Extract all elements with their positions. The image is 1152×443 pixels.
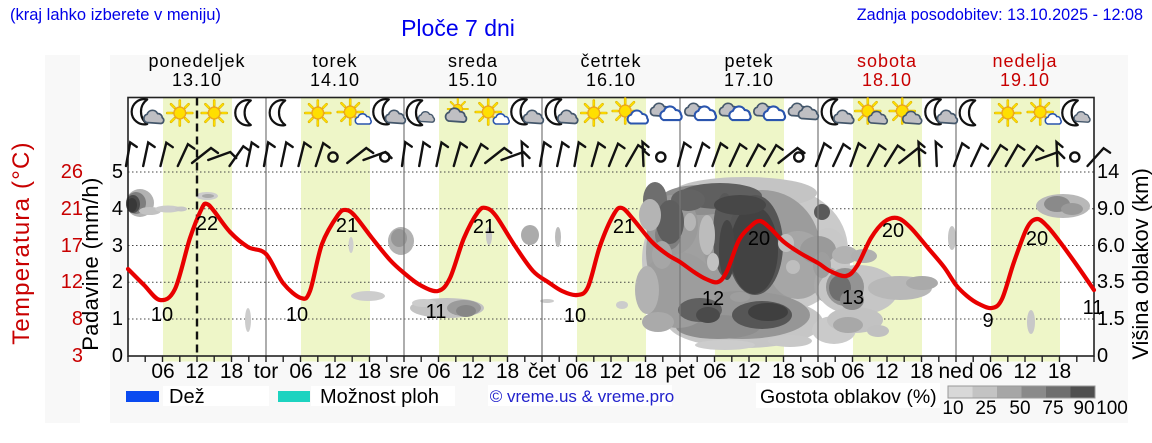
svg-text:12: 12 — [1013, 360, 1036, 383]
svg-text:18: 18 — [910, 360, 933, 383]
svg-text:11: 11 — [1083, 297, 1104, 319]
svg-text:10: 10 — [151, 304, 173, 326]
svg-text:06: 06 — [703, 360, 726, 383]
svg-text:20: 20 — [882, 220, 904, 242]
svg-text:06: 06 — [979, 360, 1002, 383]
svg-text:11: 11 — [426, 301, 447, 323]
svg-text:10: 10 — [564, 305, 586, 327]
svg-text:21: 21 — [473, 216, 495, 238]
svg-text:100: 100 — [1096, 398, 1128, 419]
svg-text:21: 21 — [336, 215, 358, 237]
svg-text:Dež: Dež — [169, 386, 205, 408]
svg-text:06: 06 — [289, 360, 312, 383]
svg-text:25: 25 — [975, 398, 996, 419]
svg-text:12: 12 — [461, 360, 484, 383]
svg-text:10: 10 — [942, 398, 963, 419]
svg-text:12: 12 — [702, 288, 724, 310]
svg-text:50: 50 — [1009, 398, 1030, 419]
svg-text:90: 90 — [1073, 398, 1094, 419]
svg-text:06: 06 — [427, 360, 450, 383]
svg-text:10: 10 — [286, 304, 308, 326]
svg-text:12: 12 — [323, 360, 346, 383]
svg-text:sre: sre — [389, 360, 418, 383]
svg-text:Gostota oblakov (%): Gostota oblakov (%) — [760, 386, 937, 408]
svg-text:12: 12 — [185, 360, 208, 383]
svg-text:ned: ned — [938, 360, 973, 383]
svg-text:06: 06 — [151, 360, 174, 383]
svg-text:12: 12 — [737, 360, 760, 383]
svg-text:tor: tor — [254, 360, 279, 383]
svg-text:06: 06 — [841, 360, 864, 383]
svg-text:18: 18 — [772, 360, 795, 383]
svg-text:18: 18 — [358, 360, 381, 383]
svg-text:20: 20 — [748, 228, 770, 250]
svg-text:čet: čet — [528, 360, 556, 383]
svg-text:22: 22 — [196, 213, 218, 235]
svg-text:12: 12 — [875, 360, 898, 383]
svg-text:© vreme.us & vreme.pro: © vreme.us & vreme.pro — [490, 387, 674, 406]
svg-text:13: 13 — [842, 287, 864, 309]
svg-text:06: 06 — [565, 360, 588, 383]
svg-text:12: 12 — [599, 360, 622, 383]
svg-text:9: 9 — [982, 310, 993, 332]
svg-text:18: 18 — [1048, 360, 1071, 383]
svg-text:pet: pet — [665, 360, 694, 383]
svg-text:18: 18 — [634, 360, 657, 383]
svg-text:sob: sob — [801, 360, 835, 383]
svg-text:18: 18 — [220, 360, 243, 383]
svg-text:20: 20 — [1026, 228, 1048, 250]
svg-text:75: 75 — [1042, 398, 1063, 419]
svg-text:21: 21 — [613, 216, 635, 238]
svg-text:Možnost ploh: Možnost ploh — [320, 386, 439, 408]
svg-text:18: 18 — [496, 360, 519, 383]
